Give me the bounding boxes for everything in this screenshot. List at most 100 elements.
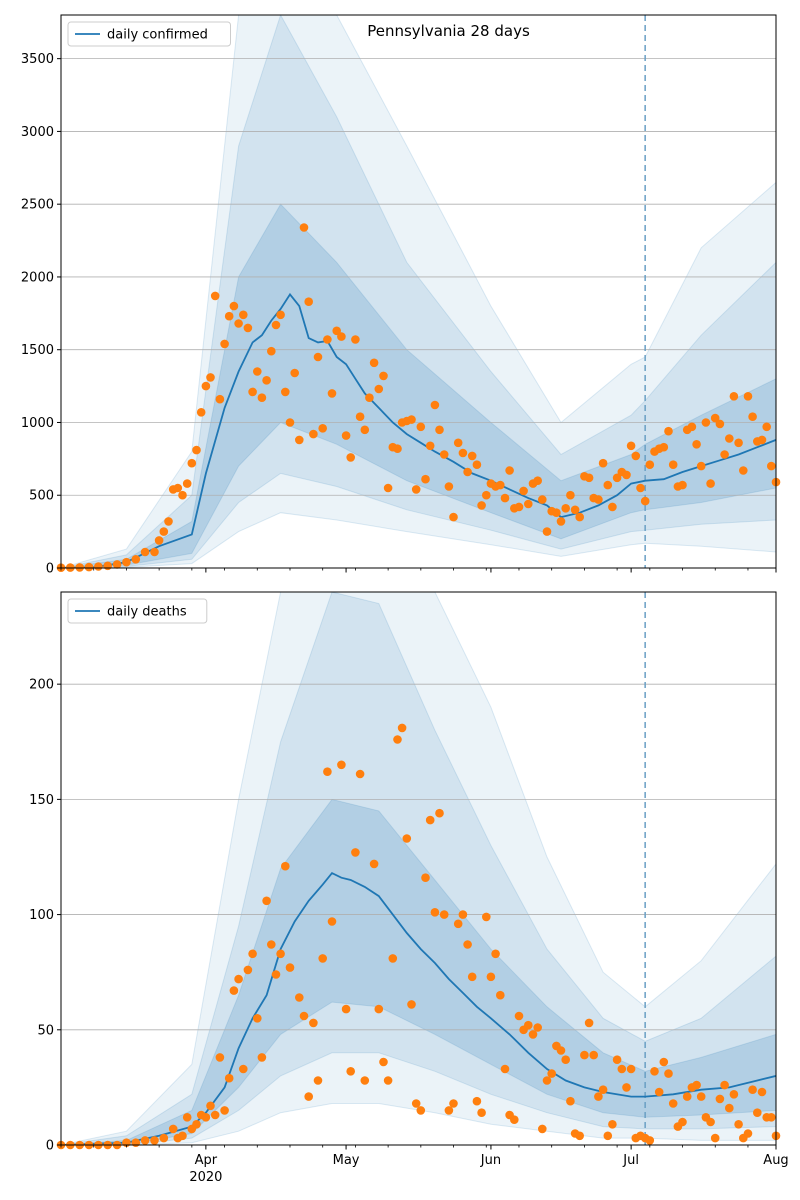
data-point xyxy=(416,422,426,432)
data-point xyxy=(720,1080,729,1090)
data-point xyxy=(524,499,533,509)
data-point xyxy=(561,1055,570,1064)
data-point xyxy=(360,1076,370,1085)
y-tick-label: 1000 xyxy=(21,416,54,431)
data-point xyxy=(514,502,524,512)
chart-confirmed: 0 500 1000 1500 2000 2500 3000 3500 Pennsylvani… xyxy=(21,14,781,577)
y-tick-label: 3000 xyxy=(21,125,54,140)
data-point xyxy=(449,1099,458,1108)
data-point xyxy=(164,517,173,526)
data-point xyxy=(285,963,295,972)
data-point xyxy=(710,1133,720,1143)
data-point xyxy=(748,1085,757,1094)
data-point xyxy=(575,1131,584,1141)
data-point xyxy=(584,473,594,483)
data-point xyxy=(215,1053,225,1062)
data-point xyxy=(482,490,491,500)
data-point xyxy=(734,438,743,448)
data-point xyxy=(323,767,332,776)
data-point xyxy=(140,547,150,557)
data-point xyxy=(173,483,183,493)
data-point xyxy=(556,1046,566,1055)
data-point xyxy=(566,1096,575,1106)
data-point xyxy=(753,1108,762,1117)
plot-frame xyxy=(60,14,777,569)
data-point xyxy=(178,490,187,500)
data-point xyxy=(561,504,570,513)
data-point xyxy=(234,974,243,984)
data-point xyxy=(612,1055,622,1064)
data-point xyxy=(220,339,229,349)
data-point xyxy=(341,431,351,440)
data-point xyxy=(248,387,257,397)
data-point xyxy=(182,479,192,488)
data-point xyxy=(678,480,687,490)
legend-label: daily confirmed xyxy=(107,28,208,43)
data-point xyxy=(112,560,122,569)
data-point xyxy=(463,940,472,949)
data-point xyxy=(472,1096,482,1106)
data-point xyxy=(682,1092,692,1101)
data-point xyxy=(608,1120,617,1129)
daily-confirmed-line xyxy=(61,292,776,568)
data-point xyxy=(748,412,757,422)
data-point xyxy=(687,422,697,432)
data-point xyxy=(271,320,281,330)
data-point xyxy=(692,1080,701,1090)
data-point xyxy=(337,332,346,341)
data-point xyxy=(397,723,407,733)
confidence-band xyxy=(61,592,776,1145)
data-point xyxy=(94,562,103,571)
data-point xyxy=(196,408,206,417)
data-point xyxy=(589,1050,598,1060)
data-point xyxy=(500,1064,510,1074)
data-point xyxy=(701,418,711,427)
data-point xyxy=(636,483,645,493)
y-axis-ticks: 0 500 1000 1500 2000 2500 3000 3500 xyxy=(21,52,61,577)
data-point xyxy=(206,373,215,382)
y-tick-label: 50 xyxy=(37,1023,54,1038)
data-point xyxy=(220,1106,229,1115)
data-point xyxy=(271,970,281,979)
data-point xyxy=(430,400,440,410)
data-point xyxy=(734,1120,743,1129)
series-line xyxy=(61,292,776,568)
data-point xyxy=(767,1113,776,1122)
x-axis-ticks: Apr 2020 May Jun Jul Aug xyxy=(60,1145,789,1185)
data-point xyxy=(360,425,370,435)
data-point xyxy=(374,384,384,394)
data-point xyxy=(496,480,505,490)
data-point xyxy=(720,450,729,459)
data-point xyxy=(206,1101,215,1111)
data-point xyxy=(505,466,514,475)
data-point xyxy=(201,381,211,391)
x-tick-label: May xyxy=(333,1153,360,1168)
data-point xyxy=(668,1099,678,1108)
data-point xyxy=(229,986,239,995)
data-point xyxy=(411,485,421,494)
confidence-band xyxy=(61,15,776,568)
data-point xyxy=(304,1092,314,1101)
data-point xyxy=(407,415,416,424)
data-point xyxy=(192,445,201,455)
x-tick-sublabel: 2020 xyxy=(189,1170,222,1185)
data-point xyxy=(594,495,603,504)
y-gridlines xyxy=(61,683,776,1031)
chart-title: Pennsylvania 28 days xyxy=(367,22,530,40)
data-point xyxy=(622,470,631,480)
data-point xyxy=(533,476,542,486)
data-point xyxy=(75,563,84,572)
data-point xyxy=(439,450,449,459)
data-point xyxy=(416,1106,426,1115)
data-point xyxy=(603,480,613,490)
data-point xyxy=(295,435,304,445)
y-tick-label: 500 xyxy=(29,489,54,504)
data-point xyxy=(159,1133,169,1143)
data-point xyxy=(486,972,496,982)
data-point xyxy=(140,1136,150,1145)
data-point xyxy=(276,949,285,959)
data-point xyxy=(654,1087,664,1097)
data-point xyxy=(267,940,276,949)
data-point xyxy=(346,1067,356,1076)
data-point xyxy=(379,1057,388,1067)
